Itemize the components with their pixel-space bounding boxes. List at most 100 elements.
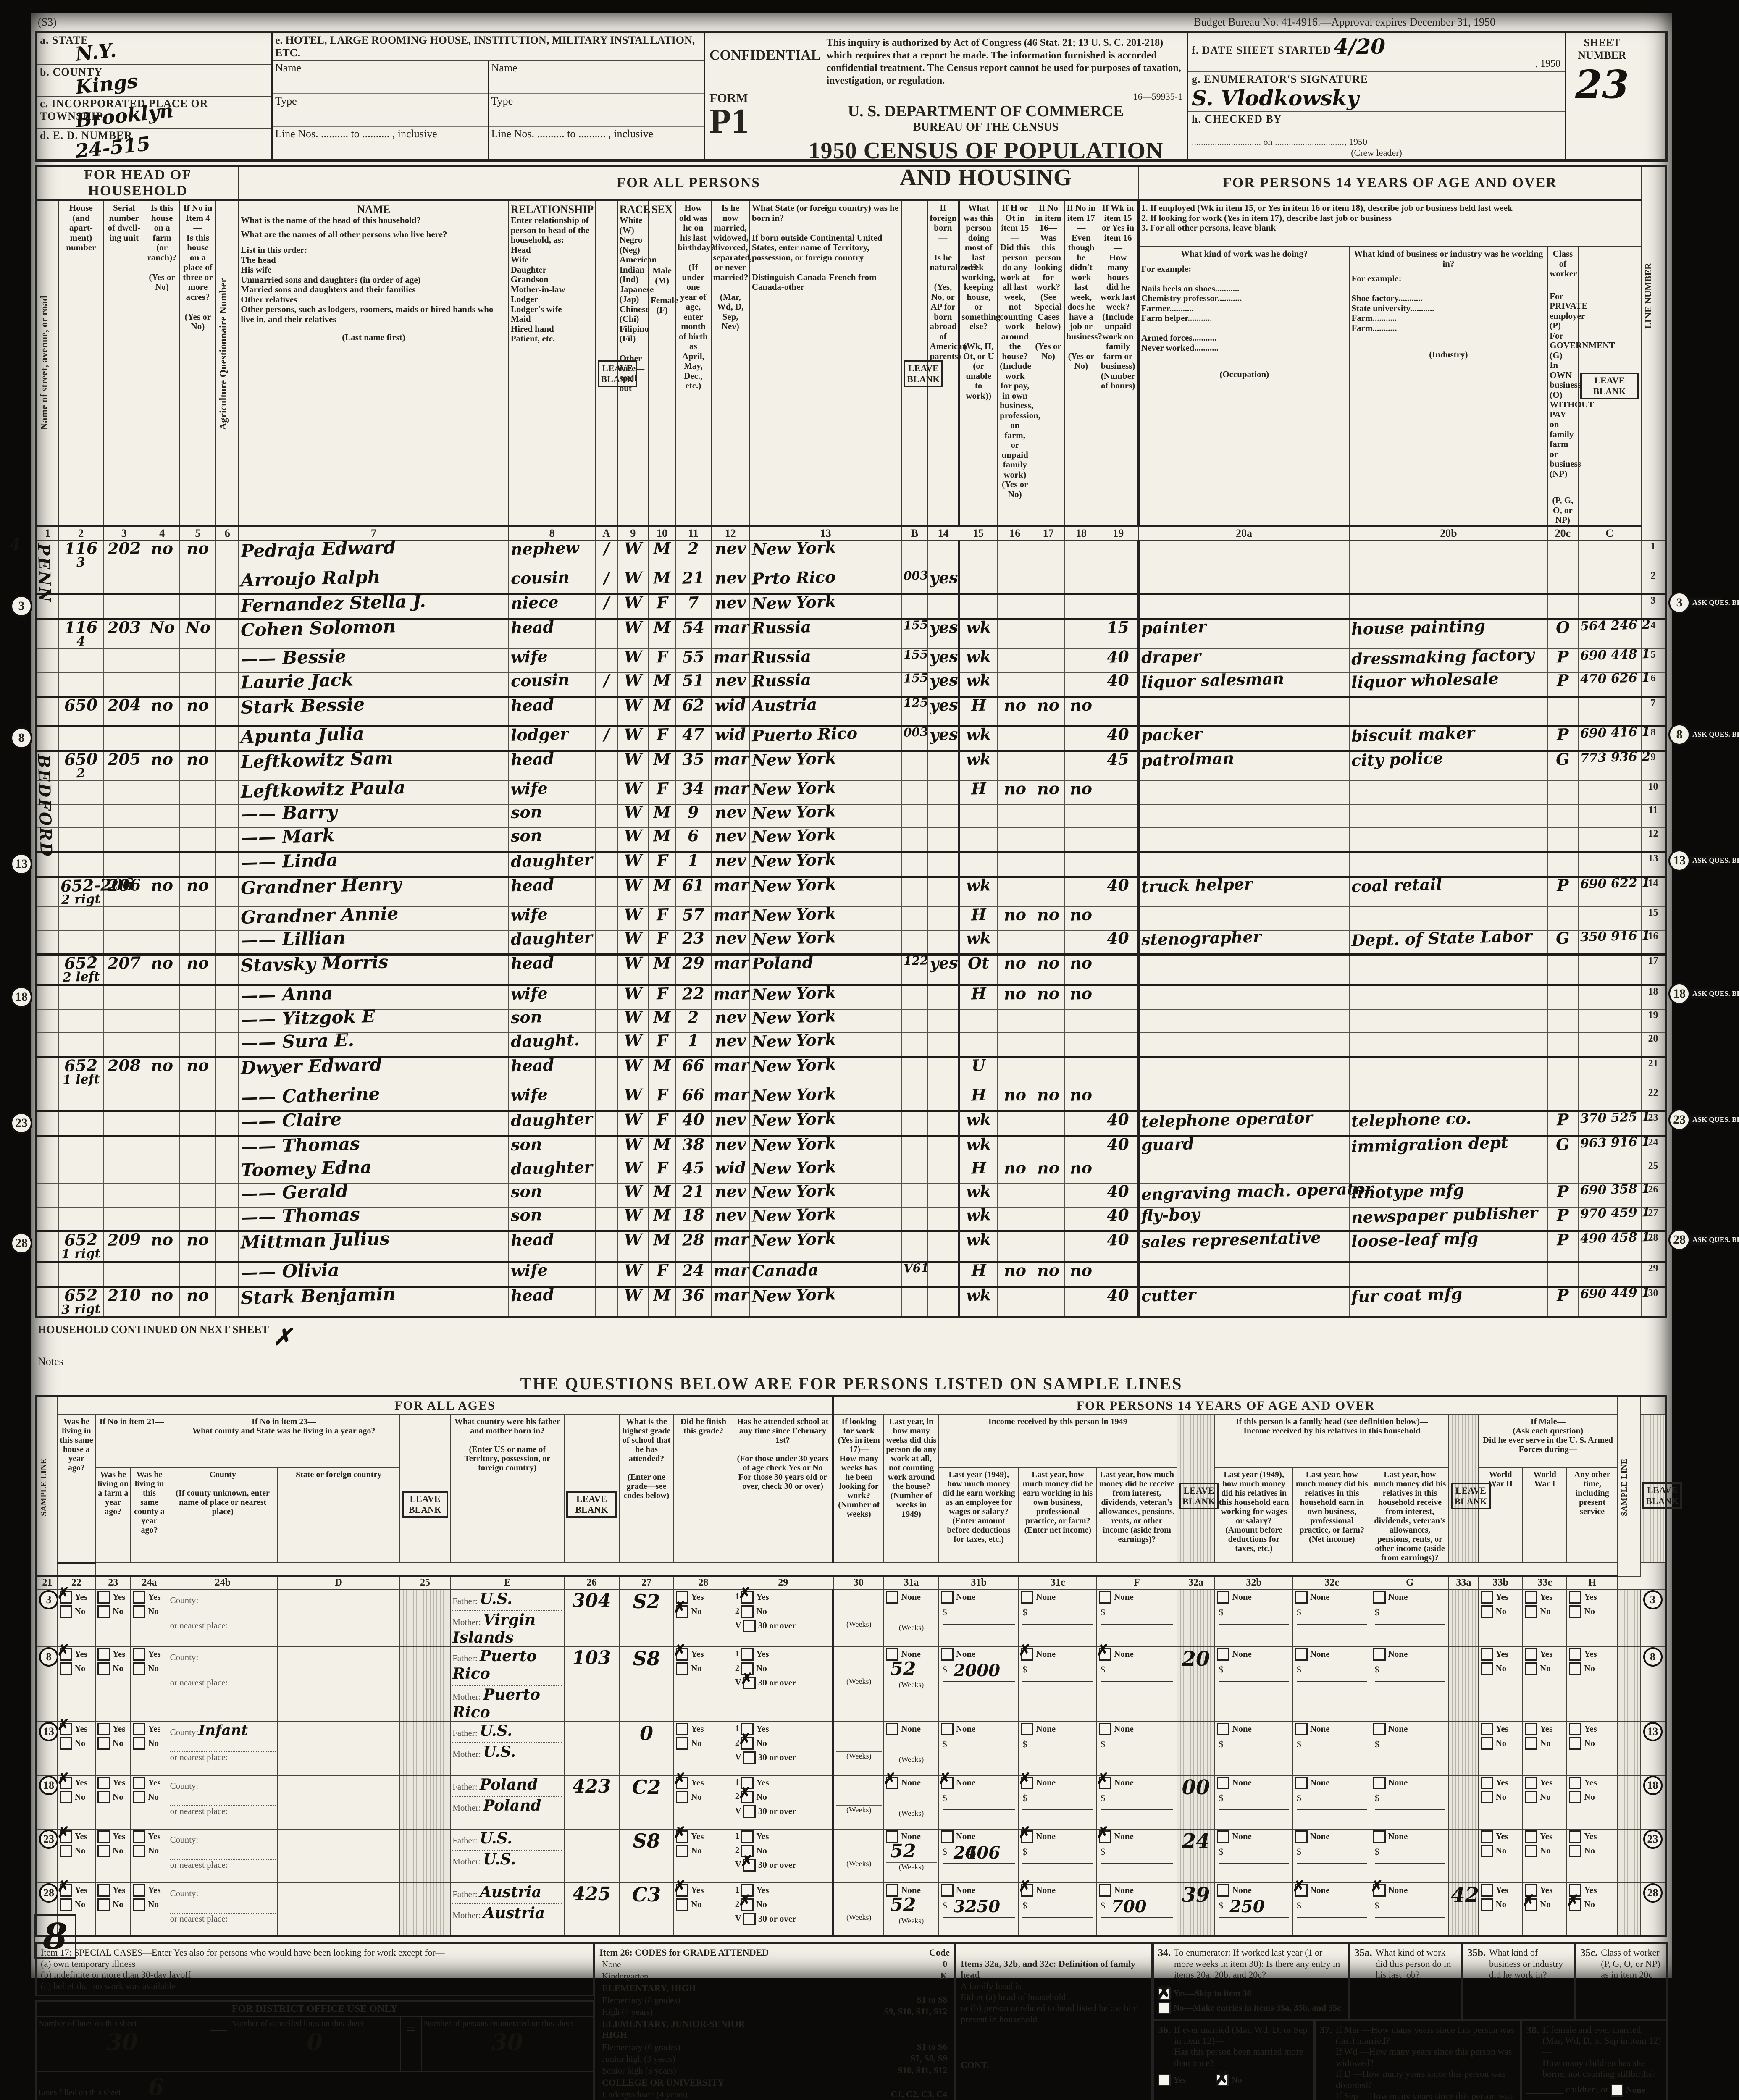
q32b-cell[interactable]: None $ (1292, 1721, 1371, 1776)
q33a-cell[interactable]: Yes No (1478, 1828, 1523, 1883)
q24a-cell[interactable]: County: or nearest place: (167, 1882, 278, 1937)
q31c-cell[interactable]: ✗ None $ (1096, 1770, 1177, 1830)
q25-cell[interactable]: Father: U.S. Mother: U.S. (450, 1721, 565, 1776)
q29-cell[interactable]: (Weeks) (832, 1646, 885, 1722)
q24b-cell[interactable] (277, 1774, 400, 1830)
q22-cell[interactable]: Yes No (95, 1774, 131, 1830)
q31b-cell[interactable]: ✗ None $ (1018, 1877, 1098, 1937)
q32a-cell[interactable]: None $ (1214, 1646, 1293, 1722)
q22-cell[interactable]: Yes No (95, 1882, 131, 1937)
q27-cell[interactable]: Yes No (673, 1721, 733, 1776)
q32b-cell[interactable]: None $ (1292, 1828, 1371, 1883)
q23-cell[interactable]: Yes No (130, 1589, 168, 1647)
q33c-cell[interactable]: Yes No (1566, 1721, 1618, 1776)
q22-cell[interactable]: Yes No (95, 1721, 131, 1776)
q31c-cell[interactable]: ✗ None $ (1096, 1824, 1177, 1883)
q31b-cell[interactable]: None $ (1018, 1721, 1098, 1776)
q32c-cell[interactable]: None $ (1370, 1646, 1450, 1722)
q33c-cell[interactable]: Yes No (1566, 1774, 1618, 1830)
q31a-cell[interactable]: None $ (938, 1589, 1019, 1647)
q29-cell[interactable]: (Weeks) (832, 1774, 885, 1830)
q30-cell[interactable]: ✗ None (Weeks) (883, 1770, 939, 1830)
q32c-cell[interactable]: None $ (1370, 1721, 1450, 1776)
q33a-cell[interactable]: Yes No (1478, 1721, 1523, 1776)
q24b-cell[interactable] (277, 1882, 400, 1937)
q23-cell[interactable]: Yes No (130, 1646, 168, 1722)
q33b-cell[interactable]: Yes No (1522, 1646, 1568, 1722)
q24a-cell[interactable]: County:Infant or nearest place: (167, 1721, 278, 1776)
q33a-cell[interactable]: Yes No (1478, 1882, 1523, 1937)
q21-cell[interactable]: ✗ Yes No (57, 1584, 96, 1647)
q26-grade-cell[interactable]: S8 (618, 1828, 675, 1883)
q31c-cell[interactable]: None $700 (1096, 1882, 1177, 1937)
q31a-cell[interactable]: None $ (938, 1721, 1019, 1776)
q30-cell[interactable]: None 52 (Weeks) (883, 1646, 939, 1722)
q22-cell[interactable]: Yes No (95, 1589, 131, 1647)
q31c-cell[interactable]: ✗ None $ (1096, 1641, 1177, 1722)
q25-cell[interactable]: Father: U.S. Mother: U.S. (450, 1828, 565, 1883)
q28-cell[interactable]: 1 Yes 2 ✗ No V 30 or over (732, 1774, 834, 1830)
q32b-cell[interactable]: None $ (1292, 1646, 1371, 1722)
q22-cell[interactable]: Yes No (95, 1646, 131, 1722)
q28-cell[interactable]: 1 Yes 2 ✗ No V 30 or over (732, 1721, 834, 1776)
q24b-cell[interactable] (277, 1721, 400, 1776)
q33b-cell[interactable]: Yes No (1522, 1721, 1568, 1776)
q28-cell[interactable]: 1 ✗ Yes 2 No V 30 or over (732, 1584, 834, 1647)
q31a-cell[interactable]: ✗ None $ (938, 1770, 1019, 1830)
q33b-cell[interactable]: Yes ✗ No (1522, 1882, 1568, 1937)
q32a-cell[interactable]: None $ (1214, 1721, 1293, 1776)
q25-cell[interactable]: Father: U.S. Mother: Virgin Islands (450, 1589, 565, 1647)
q25-cell[interactable]: Father: Puerto Rico Mother: Puerto Rico (450, 1646, 565, 1722)
q32c-cell[interactable]: None $ (1370, 1828, 1450, 1883)
q31b-cell[interactable]: ✗ None $ (1018, 1641, 1098, 1722)
q33c-cell[interactable]: Yes No (1566, 1646, 1618, 1722)
q24a-cell[interactable]: County: or nearest place: (167, 1646, 278, 1722)
q27-cell[interactable]: ✗ Yes No (673, 1877, 733, 1937)
q28-cell[interactable]: 1 Yes 2 ✗ No V 30 or over (732, 1882, 834, 1937)
q30-cell[interactable]: None (Weeks) (883, 1589, 939, 1647)
q24a-cell[interactable]: County: or nearest place: (167, 1828, 278, 1883)
q32c-cell[interactable]: None $ (1370, 1774, 1450, 1830)
q21-cell[interactable]: ✗ Yes No (57, 1641, 96, 1722)
q32a-cell[interactable]: None $ (1214, 1828, 1293, 1883)
q33c-cell[interactable]: Yes ✗ No (1566, 1882, 1618, 1937)
q23-cell[interactable]: Yes No (130, 1721, 168, 1776)
q25-cell[interactable]: Father: Austria Mother: Austria (450, 1882, 565, 1937)
q21-cell[interactable]: ✗ Yes No (57, 1824, 96, 1883)
q33c-cell[interactable]: Yes No (1566, 1828, 1618, 1883)
q33a-cell[interactable]: Yes No (1478, 1646, 1523, 1722)
q27-cell[interactable]: ✗ Yes No (673, 1641, 733, 1722)
q31b-cell[interactable]: ✗ None $ (1018, 1770, 1098, 1830)
q32c-cell[interactable]: ✗ None $ (1371, 1877, 1450, 1937)
q26-grade-cell[interactable]: C3 (618, 1882, 675, 1937)
q26-grade-cell[interactable]: 0 (618, 1721, 675, 1776)
q29-cell[interactable]: (Weeks) (832, 1721, 885, 1776)
q29-cell[interactable]: (Weeks) (832, 1882, 885, 1937)
q32b-cell[interactable]: None $ (1292, 1774, 1371, 1830)
q31a-cell[interactable]: None $3250 32 (938, 1882, 1019, 1937)
q28-cell[interactable]: 1 Yes 2 No V ✗ 30 or over (732, 1646, 834, 1722)
q31c-cell[interactable]: None $ (1096, 1589, 1177, 1647)
q23-cell[interactable]: Yes No (130, 1882, 168, 1937)
q32a-cell[interactable]: None $ (1214, 1589, 1293, 1647)
continued-mark[interactable]: ✗ (273, 1323, 292, 1350)
q33c-cell[interactable]: Yes No (1566, 1589, 1618, 1647)
q27-cell[interactable]: ✗ Yes No (673, 1824, 733, 1883)
q23-cell[interactable]: Yes No (130, 1774, 168, 1830)
q21-cell[interactable]: ✗ Yes No (57, 1770, 96, 1830)
q33a-cell[interactable]: Yes No (1478, 1589, 1523, 1647)
q26-grade-cell[interactable]: S2 (618, 1589, 675, 1647)
q24a-cell[interactable]: County: or nearest place: (167, 1589, 278, 1647)
q32b-cell[interactable]: None $ (1292, 1589, 1371, 1647)
q33b-cell[interactable]: Yes No (1522, 1828, 1568, 1883)
q23-cell[interactable]: Yes No (130, 1828, 168, 1883)
q31b-cell[interactable]: ✗ None $ (1018, 1824, 1098, 1883)
q26-grade-cell[interactable]: S8 (618, 1646, 675, 1722)
q29-cell[interactable]: (Weeks) (832, 1589, 885, 1647)
q24b-cell[interactable] (277, 1828, 400, 1883)
q29-cell[interactable]: (Weeks) (832, 1828, 885, 1883)
q24a-cell[interactable]: County: or nearest place: (167, 1774, 278, 1830)
q28-cell[interactable]: 1 Yes 2 No V ✗ 30 or over (732, 1828, 834, 1883)
q21-cell[interactable]: ✗ Yes No (57, 1716, 96, 1776)
q24b-cell[interactable] (277, 1646, 400, 1722)
